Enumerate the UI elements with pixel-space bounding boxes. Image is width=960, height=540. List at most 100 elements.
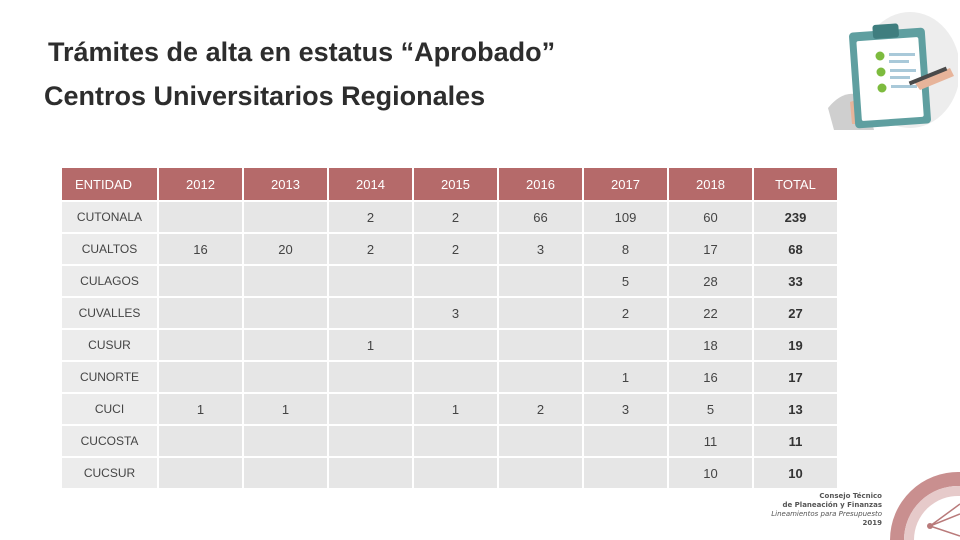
year-value-cell: [159, 458, 242, 488]
year-value-cell: 2: [584, 298, 667, 328]
header-2018: 2018: [669, 168, 752, 200]
entity-name-cell: CUALTOS: [62, 234, 157, 264]
year-value-cell: [244, 266, 327, 296]
year-value-cell: [329, 394, 412, 424]
year-value-cell: [329, 458, 412, 488]
year-value-cell: 60: [669, 202, 752, 232]
header-2014: 2014: [329, 168, 412, 200]
header-2012: 2012: [159, 168, 242, 200]
year-value-cell: [414, 426, 497, 456]
table-row: CUCI 1 1 1 2 3 5 13: [62, 394, 837, 424]
year-value-cell: 18: [669, 330, 752, 360]
year-value-cell: [414, 330, 497, 360]
title-line-2: Centros Universitarios Regionales: [44, 81, 486, 111]
total-cell: 27: [754, 298, 837, 328]
total-cell: 19: [754, 330, 837, 360]
table-row: CUCOSTA 11 11: [62, 426, 837, 456]
year-value-cell: [244, 330, 327, 360]
total-cell: 17: [754, 362, 837, 392]
year-value-cell: [414, 362, 497, 392]
total-cell: 68: [754, 234, 837, 264]
year-value-cell: 3: [499, 234, 582, 264]
year-value-cell: 28: [669, 266, 752, 296]
table-row: CUSUR 1 18 19: [62, 330, 837, 360]
year-value-cell: [329, 266, 412, 296]
year-value-cell: [329, 362, 412, 392]
year-value-cell: [414, 458, 497, 488]
entity-name-cell: CUSUR: [62, 330, 157, 360]
year-value-cell: 1: [329, 330, 412, 360]
year-value-cell: 1: [159, 394, 242, 424]
year-value-cell: 20: [244, 234, 327, 264]
header-2016: 2016: [499, 168, 582, 200]
clipboard-checklist-icon: [822, 12, 960, 135]
council-logo: Consejo Técnico de Planeación y Finanzas…: [770, 466, 960, 540]
year-value-cell: [499, 330, 582, 360]
total-cell: 239: [754, 202, 837, 232]
total-cell: 33: [754, 266, 837, 296]
table-row: CUNORTE 1 16 17: [62, 362, 837, 392]
table-row: CULAGOS 5 28 33: [62, 266, 837, 296]
year-value-cell: 2: [329, 234, 412, 264]
entity-name-cell: CUVALLES: [62, 298, 157, 328]
year-value-cell: [159, 298, 242, 328]
year-value-cell: [244, 458, 327, 488]
year-value-cell: 66: [499, 202, 582, 232]
year-value-cell: 10: [669, 458, 752, 488]
total-cell: 11: [754, 426, 837, 456]
logo-line-1: Consejo Técnico: [819, 492, 882, 500]
year-value-cell: [584, 330, 667, 360]
year-value-cell: 5: [669, 394, 752, 424]
page-title: Trámites de alta en estatus “Aprobado” C…: [44, 30, 555, 118]
approved-procedures-table: ENTIDAD 2012 2013 2014 2015 2016 2017 20…: [60, 166, 839, 490]
year-value-cell: 1: [414, 394, 497, 424]
year-value-cell: [244, 202, 327, 232]
year-value-cell: [584, 426, 667, 456]
logo-text: Consejo Técnico de Planeación y Finanzas…: [771, 492, 882, 528]
year-value-cell: [329, 298, 412, 328]
total-cell: 13: [754, 394, 837, 424]
logo-line-2: de Planeación y Finanzas: [782, 501, 882, 509]
year-value-cell: [159, 202, 242, 232]
year-value-cell: 3: [414, 298, 497, 328]
header-2013: 2013: [244, 168, 327, 200]
year-value-cell: 16: [669, 362, 752, 392]
title-line-1: Trámites de alta en estatus “Aprobado”: [48, 37, 556, 67]
year-value-cell: [159, 266, 242, 296]
year-value-cell: 8: [584, 234, 667, 264]
year-value-cell: 2: [499, 394, 582, 424]
year-value-cell: 17: [669, 234, 752, 264]
year-value-cell: 5: [584, 266, 667, 296]
year-value-cell: [244, 362, 327, 392]
logo-year: 2019: [862, 519, 882, 527]
table-body: CUTONALA 2 2 66 109 60 239 CUALTOS 16 20 2 2 3 8 17 68 C…: [62, 202, 837, 488]
entity-name-cell: CUTONALA: [62, 202, 157, 232]
year-value-cell: [499, 266, 582, 296]
header-2017: 2017: [584, 168, 667, 200]
entity-name-cell: CUCOSTA: [62, 426, 157, 456]
year-value-cell: [159, 330, 242, 360]
year-value-cell: 16: [159, 234, 242, 264]
entity-name-cell: CUNORTE: [62, 362, 157, 392]
council-logo-icon: [890, 471, 960, 540]
year-value-cell: [159, 426, 242, 456]
table-row: CUTONALA 2 2 66 109 60 239: [62, 202, 837, 232]
logo-line-3: Lineamientos para Presupuesto: [771, 510, 882, 518]
year-value-cell: [499, 362, 582, 392]
year-value-cell: 1: [584, 362, 667, 392]
year-value-cell: 2: [329, 202, 412, 232]
year-value-cell: 22: [669, 298, 752, 328]
year-value-cell: [499, 426, 582, 456]
entity-name-cell: CULAGOS: [62, 266, 157, 296]
year-value-cell: [584, 458, 667, 488]
table-row: CUVALLES 3 2 22 27: [62, 298, 837, 328]
year-value-cell: 2: [414, 234, 497, 264]
year-value-cell: [244, 298, 327, 328]
year-value-cell: 11: [669, 426, 752, 456]
year-value-cell: [499, 458, 582, 488]
header-entidad: ENTIDAD: [62, 168, 157, 200]
header-2015: 2015: [414, 168, 497, 200]
year-value-cell: 2: [414, 202, 497, 232]
table-row: CUALTOS 16 20 2 2 3 8 17 68: [62, 234, 837, 264]
total-cell: 10: [754, 458, 837, 488]
